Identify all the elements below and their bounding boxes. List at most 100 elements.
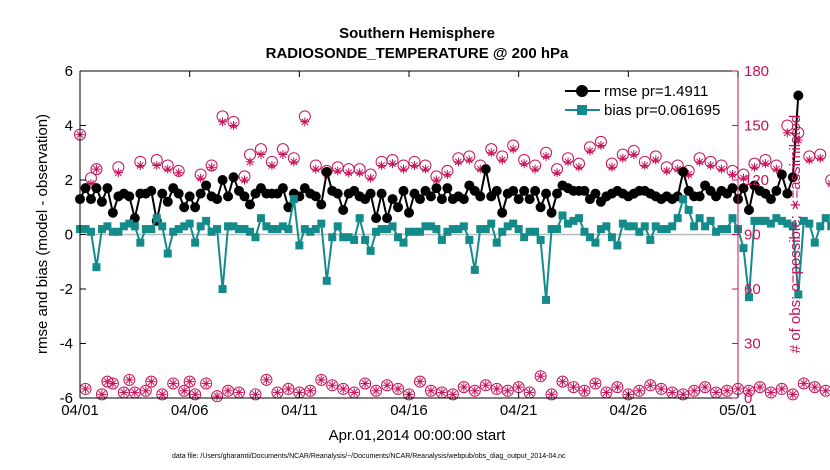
bias-point: [755, 216, 764, 225]
obs-assimilated-point: [629, 150, 639, 160]
bias-point: [229, 222, 238, 231]
asterisk-stroke: [526, 389, 534, 397]
asterisk-stroke: [635, 387, 643, 395]
asterisk-stroke: [202, 379, 210, 387]
bias-point: [459, 222, 468, 231]
asterisk-stroke: [509, 145, 517, 153]
rmse-point: [475, 191, 486, 202]
rmse-point: [310, 191, 321, 202]
obs-possible-point: [403, 388, 415, 401]
bias-point: [437, 235, 446, 244]
asterisk-stroke: [794, 136, 802, 144]
bias-point: [695, 214, 704, 223]
rmse-point: [738, 183, 749, 194]
bias-point: [514, 225, 523, 234]
obs-assimilated-point: [706, 160, 716, 170]
y-right-tick-label: 120: [744, 172, 769, 189]
rmse-point: [535, 202, 546, 213]
asterisk-stroke: [367, 174, 375, 182]
asterisk-stroke: [191, 390, 199, 398]
bias-point: [794, 290, 803, 299]
obs-assimilated-point: [415, 377, 425, 387]
bias-point: [712, 227, 721, 236]
asterisk-stroke: [350, 389, 358, 397]
asterisk-stroke: [608, 163, 616, 171]
obs-possible-point: [534, 370, 547, 383]
asterisk-stroke: [251, 390, 259, 398]
x-tick-label: 05/01: [719, 402, 757, 419]
obs-possible-point: [786, 388, 799, 401]
asterisk-stroke: [219, 118, 227, 126]
obs-assimilated-point: [185, 377, 195, 387]
asterisk-stroke: [383, 381, 391, 389]
bias-point: [520, 233, 529, 242]
rmse-point: [332, 188, 343, 199]
chart-title: Southern Hemisphere: [339, 25, 495, 42]
obs-assimilated-point: [267, 160, 277, 170]
bias-point: [191, 238, 200, 247]
y-left-tick-label: 0: [65, 227, 73, 244]
asterisk-stroke: [778, 385, 786, 393]
x-axis-label: Apr.01,2014 00:00:00 start: [329, 427, 507, 444]
asterisk-stroke: [580, 387, 588, 395]
obs-possible-point: [446, 388, 459, 401]
bias-point: [410, 227, 419, 236]
x-tick-label: 04/06: [171, 402, 209, 419]
bias-point: [492, 238, 501, 247]
asterisk-stroke: [230, 121, 238, 130]
rmse-point: [228, 172, 239, 183]
obs-possible-point: [797, 377, 810, 390]
asterisk-stroke: [120, 389, 128, 397]
rmse-point: [102, 183, 113, 194]
obs-assimilated-point: [201, 378, 211, 388]
bias-point: [777, 216, 786, 225]
asterisk-stroke: [811, 383, 819, 391]
rmse-point: [244, 199, 255, 210]
obs-possible-point: [633, 384, 646, 397]
asterisk-stroke: [756, 383, 764, 391]
bias-point: [805, 219, 814, 228]
asterisk-stroke: [81, 385, 89, 393]
bias-point: [618, 219, 627, 228]
y-right-ticks: 0 30 60 90 120 150 180: [732, 63, 769, 407]
obs-count-layer: [74, 110, 830, 403]
data-file-note: data file: /Users/gharamti/Documents/NCA…: [172, 453, 566, 460]
asterisk-stroke: [240, 176, 249, 184]
obs-possible-point: [123, 373, 136, 386]
obs-assimilated-point: [272, 388, 282, 398]
bias-point: [306, 227, 315, 236]
y-left-tick-label: -6: [60, 390, 73, 407]
obs-assimilated-point: [585, 146, 595, 156]
asterisk-stroke: [553, 169, 561, 177]
y-right-tick-label: 30: [744, 336, 761, 353]
asterisk-stroke: [613, 383, 621, 391]
asterisk-stroke: [767, 389, 775, 397]
bias-point: [476, 225, 485, 234]
bias-point: [821, 214, 830, 223]
obs-possible-point: [304, 384, 317, 397]
obs-assimilated-point: [667, 388, 677, 398]
obs-possible-point: [326, 379, 339, 392]
rmse-point: [321, 166, 332, 177]
obs-possible-point: [775, 382, 788, 395]
obs-assimilated-point: [464, 155, 474, 165]
bias-point: [509, 219, 518, 228]
asterisk-stroke: [663, 167, 671, 175]
obs-assimilated-point: [481, 380, 491, 390]
bias-point: [361, 235, 370, 244]
rmse-point: [552, 188, 563, 199]
bias-point: [706, 216, 715, 225]
bias-point: [267, 225, 276, 234]
rmse-point: [579, 185, 590, 196]
bias-point: [728, 214, 737, 223]
obs-assimilated-point: [749, 162, 759, 172]
bias-point: [750, 216, 759, 225]
asterisk-stroke: [674, 165, 682, 173]
obs-assimilated-point: [311, 164, 321, 174]
bias-point: [388, 222, 397, 231]
rmse-point: [530, 185, 541, 196]
asterisk-stroke: [487, 149, 495, 157]
bias-point: [317, 219, 326, 228]
asterisk-stroke: [498, 156, 506, 164]
obs-possible-point: [655, 382, 668, 395]
